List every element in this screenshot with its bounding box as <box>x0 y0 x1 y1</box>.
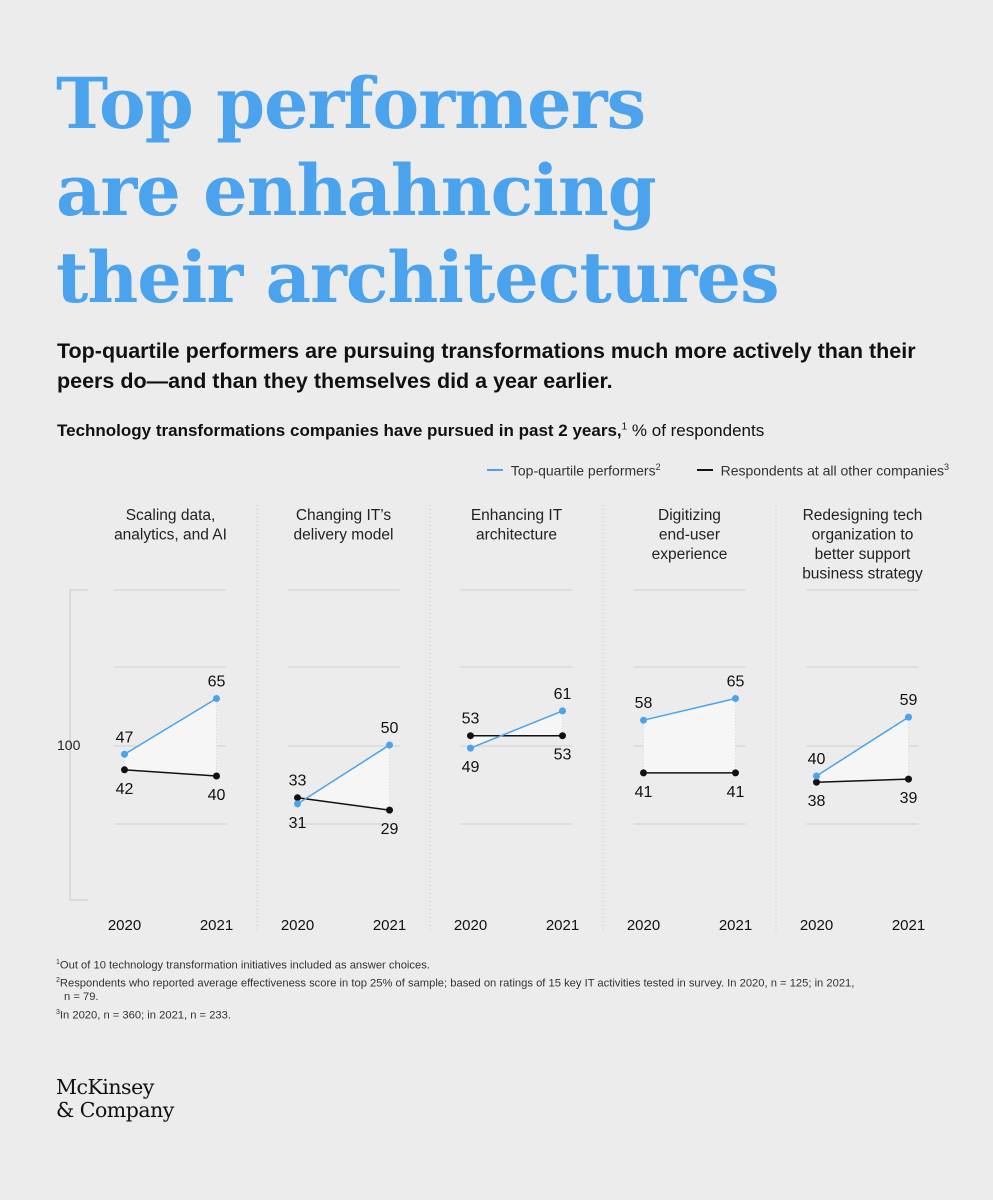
panel-title-line: organization to <box>812 527 914 544</box>
mckinsey-logo: McKinsey & Company <box>56 1075 174 1122</box>
gap-area <box>297 745 390 811</box>
point-other-2020 <box>294 794 301 802</box>
footnote-2: 2Respondents who reported average effect… <box>56 977 855 1004</box>
panel-title-line: analytics, and AI <box>114 527 227 544</box>
data-label-top: 47 <box>116 729 134 746</box>
point-top-2020 <box>467 744 474 752</box>
x-tick-label: 2020 <box>281 917 314 934</box>
series-line-other <box>297 796 390 811</box>
panel-title-line: Scaling data, <box>126 507 216 524</box>
subtitle: Top-quartile performers are pursuing tra… <box>57 339 916 393</box>
data-label-top: 59 <box>900 692 918 709</box>
point-top-2021 <box>213 695 220 702</box>
data-label-top: 49 <box>462 759 480 776</box>
x-tick-label: 2020 <box>454 917 487 934</box>
x-tick-label: 2020 <box>108 917 141 934</box>
footnotes: 1Out of 10 technology transformation ini… <box>56 956 946 1024</box>
y-axis-label: 100 <box>57 737 81 753</box>
legend-label-top: Top-quartile performers2 <box>510 462 661 479</box>
point-top-2021 <box>732 695 739 702</box>
series-line-other <box>816 778 909 783</box>
panel-title-line: business strategy <box>802 566 923 583</box>
data-label-other: 29 <box>381 821 399 838</box>
point-top-2020 <box>640 716 647 724</box>
data-label-other: 53 <box>554 747 572 764</box>
point-other-2020 <box>640 769 647 777</box>
panel-title-line: end-user <box>659 527 720 544</box>
footnote-1: 1Out of 10 technology transformation ini… <box>56 959 430 972</box>
series-line-other <box>124 769 217 777</box>
panel-title-line: Enhancing IT <box>471 507 563 524</box>
title-line-3: their architectures <box>56 236 779 319</box>
data-label-top: 65 <box>208 674 226 691</box>
data-label-other: 53 <box>462 711 480 728</box>
legend-item-top: Top-quartile performers2 <box>486 462 661 479</box>
x-tick-label: 2021 <box>373 917 406 934</box>
chart-label-note: 1 <box>621 421 628 433</box>
data-label-other: 33 <box>289 773 307 790</box>
point-other-2020 <box>121 766 128 774</box>
point-other-2020 <box>467 732 474 740</box>
series-line-top <box>816 716 909 777</box>
point-top-2021 <box>559 707 566 715</box>
panel-title-line: Changing IT’s <box>296 507 392 524</box>
data-label-top: 61 <box>554 686 572 703</box>
data-label-other: 40 <box>208 787 226 804</box>
footnote-3: 3In 2020, n = 360; in 2021, n = 233. <box>56 1008 231 1022</box>
chart-label-bold: Technology transformations companies hav… <box>57 421 622 440</box>
legend-item-other: Respondents at all other companies3 <box>696 462 949 479</box>
x-tick-label: 2021 <box>892 917 925 934</box>
series-line-top <box>297 744 390 805</box>
gap-area <box>643 698 736 773</box>
point-other-2021 <box>386 806 393 814</box>
legend-line-other <box>696 469 713 472</box>
point-other-2021 <box>213 772 220 780</box>
point-top-2020 <box>813 772 820 780</box>
series-line-top <box>643 697 736 721</box>
series-line-top <box>124 697 217 755</box>
data-label-top: 58 <box>635 695 653 712</box>
point-top-2021 <box>905 713 912 721</box>
x-tick-label: 2020 <box>800 917 833 934</box>
chart-label-rest: % of respondents <box>627 421 765 440</box>
data-label-other: 42 <box>116 781 134 798</box>
legend-line-top <box>486 469 503 472</box>
point-other-2021 <box>732 769 739 777</box>
point-top-2020 <box>294 800 301 808</box>
data-label-top: 65 <box>727 674 745 691</box>
data-label-other: 38 <box>808 793 826 810</box>
panel-title-line: experience <box>652 546 728 563</box>
point-other-2021 <box>905 775 912 783</box>
x-tick-label: 2020 <box>627 917 660 934</box>
point-other-2020 <box>813 778 820 786</box>
data-label-other: 41 <box>635 784 653 801</box>
legend-label-other: Respondents at all other companies3 <box>720 462 949 479</box>
panel-title-line: Redesigning tech <box>803 507 923 524</box>
point-other-2021 <box>559 732 566 740</box>
panel-title-line: architecture <box>476 527 557 544</box>
panel-title-line: Digitizing <box>658 507 721 524</box>
gap-area <box>124 698 217 776</box>
data-label-other: 39 <box>900 790 918 807</box>
x-tick-label: 2021 <box>546 917 579 934</box>
series-line-top <box>470 710 563 749</box>
x-tick-label: 2021 <box>200 917 233 934</box>
point-top-2021 <box>386 741 393 749</box>
data-label-other: 41 <box>727 784 745 801</box>
point-top-2020 <box>121 750 128 758</box>
page-title: Top performers are enhahncing their arch… <box>56 60 956 321</box>
panel-title-line: delivery model <box>294 527 394 544</box>
chart-legend: Top-quartile performers2 Respondents at … <box>486 462 949 479</box>
gap-area <box>816 717 909 783</box>
data-label-top: 31 <box>289 815 307 832</box>
data-label-top: 40 <box>808 751 826 768</box>
title-line-1: Top performers <box>56 62 646 145</box>
data-label-top: 50 <box>381 720 399 737</box>
panel-title-line: better support <box>815 546 911 563</box>
x-tick-label: 2021 <box>719 917 752 934</box>
title-line-2: are enhahncing <box>56 149 657 232</box>
chart-label: Technology transformations companies hav… <box>57 421 764 441</box>
